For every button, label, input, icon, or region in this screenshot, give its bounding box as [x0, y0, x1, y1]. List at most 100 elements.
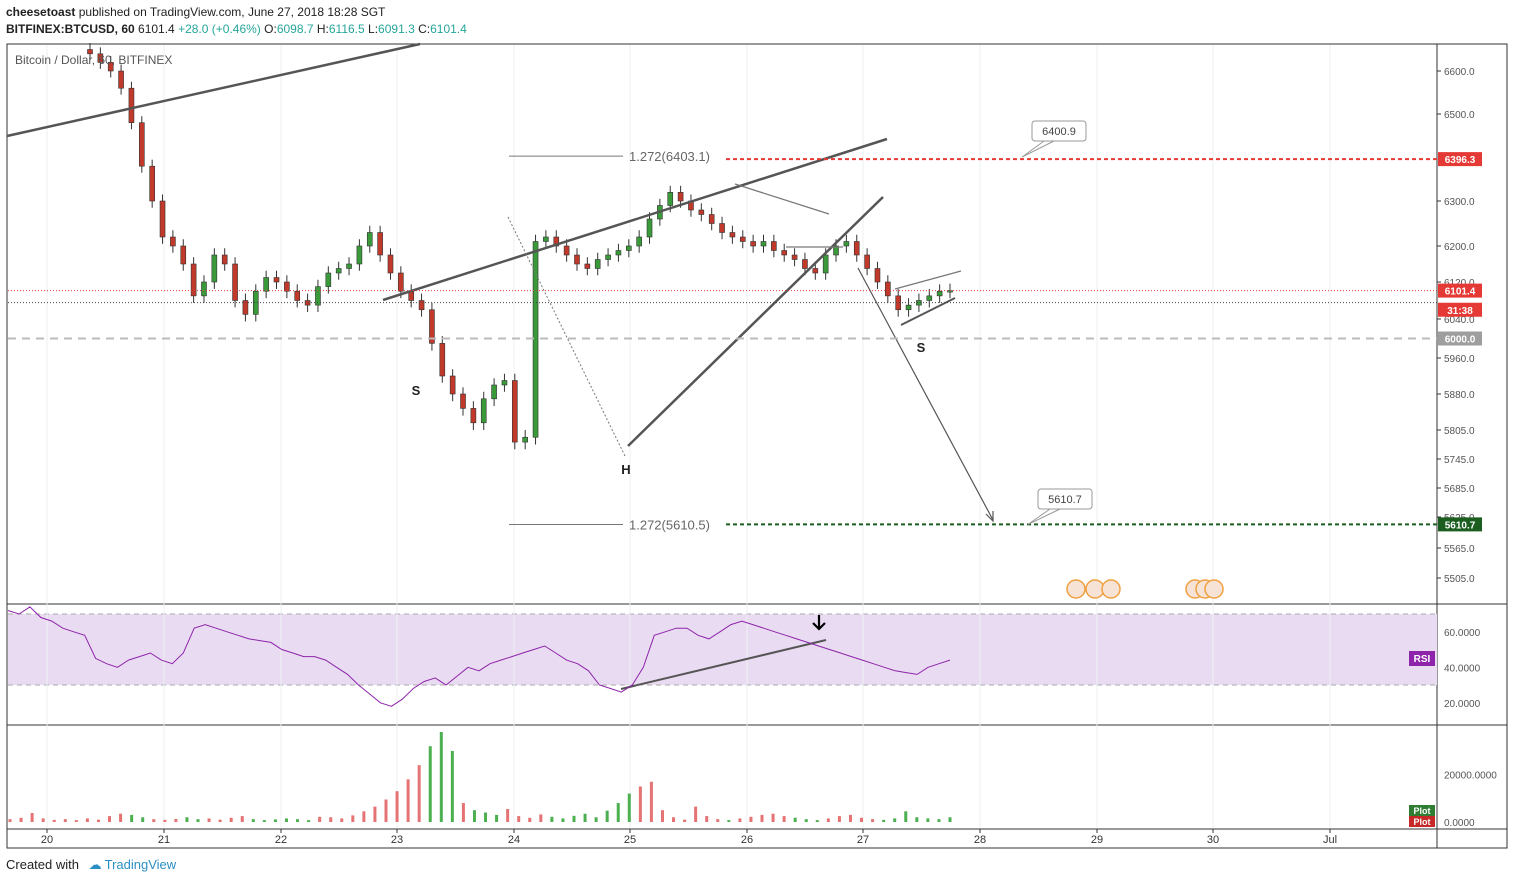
volume-bar	[8, 819, 12, 822]
candle	[625, 245, 632, 251]
price-marker[interactable]	[1438, 331, 1482, 346]
volume-bar	[738, 818, 742, 822]
volume-bar	[406, 779, 410, 822]
rsi-tag[interactable]	[1409, 651, 1435, 666]
candle	[905, 304, 912, 311]
chart-legend-title[interactable]: Bitcoin / Dollar, 60, BITFINEX	[15, 53, 172, 67]
volume-bar	[461, 803, 465, 822]
close-value: 6101.4	[430, 22, 467, 36]
volume-bar	[760, 814, 764, 822]
rsi-tag-label: RSI	[1414, 654, 1431, 665]
candle	[439, 343, 446, 377]
volume-bar	[882, 819, 886, 822]
candle	[895, 295, 901, 311]
callout-box[interactable]	[1037, 488, 1093, 510]
volume-bar	[108, 816, 112, 822]
candle	[335, 268, 342, 274]
rsi-trendline[interactable]	[620, 639, 827, 690]
x-tick-label: 30	[1207, 834, 1219, 846]
volume-bar	[439, 732, 443, 822]
wedge-bottom-line[interactable]	[900, 297, 956, 326]
price-marker[interactable]	[1438, 152, 1482, 167]
tradingview-link[interactable]: TradingView	[104, 857, 177, 872]
volume-bar	[572, 815, 576, 822]
candle	[449, 375, 456, 395]
price-marker-label: 6000.0	[1445, 335, 1476, 346]
event-flags-group-1[interactable]	[1066, 579, 1121, 599]
price-marker-label: 5610.7	[1445, 520, 1476, 531]
plot-tag[interactable]	[1409, 805, 1435, 816]
x-tick-label: 20	[41, 834, 53, 846]
symbol-label[interactable]: BITFINEX:BTCUSD, 60	[6, 22, 135, 36]
us-flag-icon[interactable]	[1204, 579, 1224, 599]
volume-bar	[362, 811, 366, 822]
volume-bar	[417, 765, 421, 822]
dotted-down-line[interactable]	[507, 216, 626, 457]
volume-bar	[141, 817, 145, 822]
candle	[460, 393, 466, 409]
symbol-line: BITFINEX:BTCUSD, 60 6101.4 +28.0 (+0.46%…	[6, 21, 467, 38]
candle	[232, 263, 238, 301]
candle	[180, 245, 187, 265]
candle	[201, 281, 207, 297]
volume-bar	[683, 819, 687, 822]
candle	[242, 300, 249, 315]
trendline-h-right[interactable]	[627, 196, 884, 447]
volume-bar	[550, 816, 554, 822]
x-tick-label: 27	[857, 834, 869, 846]
candle	[139, 122, 145, 167]
candle	[107, 62, 114, 72]
flag-top-line[interactable]	[734, 183, 830, 215]
candle	[667, 192, 674, 206]
volume-bar	[605, 810, 609, 822]
candle	[356, 245, 363, 265]
projection-arrowhead	[985, 511, 994, 523]
pattern-label-s-right: S	[917, 340, 926, 355]
publish-line: cheesetoast published on TradingView.com…	[6, 4, 467, 21]
candle	[190, 263, 197, 297]
tradingview-logo-icon[interactable]: ☁	[88, 857, 102, 872]
price-marker[interactable]	[1438, 283, 1482, 298]
projection-arrow-line[interactable]	[857, 267, 994, 521]
volume-pane-frame	[6, 724, 1508, 830]
volume-bar	[583, 813, 587, 822]
candle	[273, 277, 280, 283]
volume-bar	[495, 814, 499, 822]
candle	[781, 250, 788, 256]
volume-bar	[329, 817, 333, 822]
published-text: published on TradingView.com, June 27, 2…	[78, 5, 386, 19]
volume-bar	[871, 819, 875, 822]
volume-bar	[638, 786, 642, 822]
rsi-band	[8, 614, 1437, 685]
wedge-top-line[interactable]	[894, 270, 962, 290]
neckline-rising[interactable]	[382, 137, 888, 302]
author-name[interactable]: cheesetoast	[6, 5, 76, 19]
candle	[252, 290, 259, 315]
us-flag-icon[interactable]	[1101, 579, 1121, 599]
volume-bar	[660, 810, 664, 822]
candle	[677, 192, 684, 202]
plot-tag[interactable]	[1409, 816, 1435, 827]
price-tick-label: 6200.0	[1444, 242, 1475, 253]
volume-bar	[130, 814, 134, 822]
candle	[429, 309, 435, 344]
price-marker[interactable]	[1438, 302, 1482, 317]
volume-tick-label: 20000.0000	[1444, 771, 1497, 782]
volume-bar	[517, 816, 521, 822]
event-flags-group-2[interactable]	[1185, 579, 1224, 599]
price-marker[interactable]	[1438, 517, 1482, 532]
callout-box[interactable]	[1031, 120, 1087, 142]
candle	[833, 245, 839, 256]
us-flag-icon[interactable]	[1066, 579, 1086, 599]
chart-header: cheesetoast published on TradingView.com…	[6, 4, 467, 38]
plot-tag-label: Plot	[1414, 817, 1431, 827]
trendline-top-left[interactable]	[6, 42, 421, 138]
rsi-series-line[interactable]	[7, 606, 951, 707]
volume-bar	[351, 815, 355, 822]
candle	[221, 254, 228, 265]
price-tick-label: 5805.0	[1444, 426, 1475, 437]
volume-bar	[948, 817, 952, 822]
volume-bar	[937, 819, 941, 822]
fib-label: 1.272(5610.5)	[629, 517, 710, 532]
